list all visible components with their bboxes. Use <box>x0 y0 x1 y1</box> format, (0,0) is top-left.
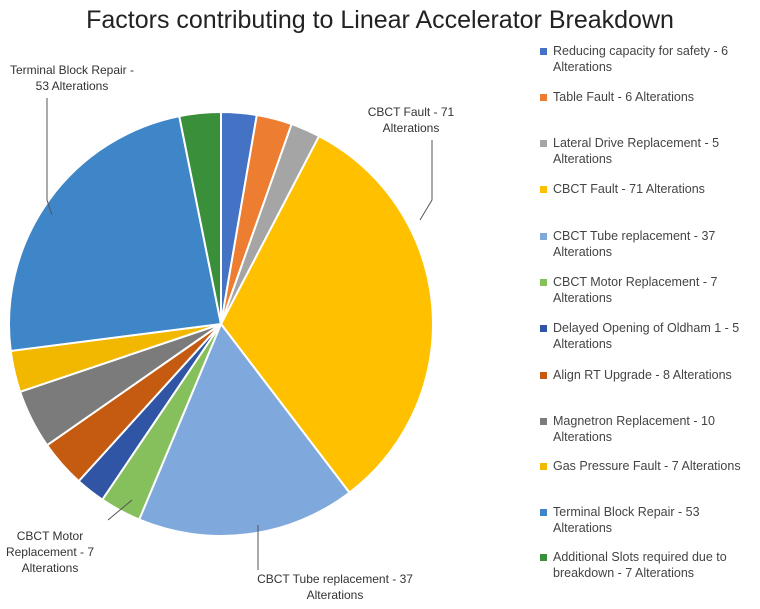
legend-label: Reducing capacity for safety - 6 Alterat… <box>553 44 729 74</box>
pie-slice-5 <box>137 322 351 537</box>
callout-cbct-fault: CBCT Fault - 71 Alterations <box>367 105 455 135</box>
legend-item: CBCT Tube replacement - 37 Alterations <box>540 228 755 260</box>
callout-cbct-tube: CBCT Tube replacement - 37 Alterations <box>257 572 413 602</box>
legend-label: CBCT Tube replacement - 37 Alterations <box>553 229 716 259</box>
legend-label: Table Fault - 6 Alterations <box>553 90 695 104</box>
legend-item: Reducing capacity for safety - 6 Alterat… <box>540 43 755 75</box>
legend-label: CBCT Motor Replacement - 7 Alterations <box>553 275 718 305</box>
leader-line-terminal-block <box>46 98 53 216</box>
legend-item: Delayed Opening of Oldham 1 - 5 Alterati… <box>540 320 755 352</box>
legend-swatch <box>540 186 547 193</box>
legend-swatch <box>540 372 547 379</box>
leader-line-cbct-fault <box>419 140 433 221</box>
legend-label: Align RT Upgrade - 8 Alterations <box>553 368 732 382</box>
legend-swatch <box>540 325 547 332</box>
legend-swatch <box>540 279 547 286</box>
legend-item: Magnetron Replacement - 10 Alterations <box>540 413 755 445</box>
legend-label: CBCT Fault - 71 Alterations <box>553 182 705 196</box>
legend-swatch <box>540 48 547 55</box>
pie-slice-11 <box>8 114 223 353</box>
legend-item: Lateral Drive Replacement - 5 Alteration… <box>540 135 755 167</box>
legend-label: Gas Pressure Fault - 7 Alterations <box>553 459 741 473</box>
legend-swatch <box>540 418 547 425</box>
legend-swatch <box>540 509 547 516</box>
callout-cbct-motor: CBCT Motor Replacement - 7 Alterations <box>5 529 95 575</box>
legend-label: Terminal Block Repair - 53 Alterations <box>553 505 700 535</box>
legend-label: Magnetron Replacement - 10 Alterations <box>553 414 715 444</box>
legend-label: Delayed Opening of Oldham 1 - 5 Alterati… <box>553 321 740 351</box>
legend-swatch <box>540 94 547 101</box>
legend-item: CBCT Motor Replacement - 7 Alterations <box>540 274 755 306</box>
legend-item: Gas Pressure Fault - 7 Alterations <box>540 458 755 474</box>
legend-item: Additional Slots required due to breakdo… <box>540 549 755 581</box>
pie-slice-4 <box>219 134 434 495</box>
pie-slice-12 <box>178 110 222 325</box>
legend-label: Lateral Drive Replacement - 5 Alteration… <box>553 136 720 166</box>
legend-swatch <box>540 233 547 240</box>
legend-swatch <box>540 140 547 147</box>
callout-terminal-block: Terminal Block Repair - 53 Alterations <box>9 63 135 93</box>
legend-swatch <box>540 463 547 470</box>
legend-label: Additional Slots required due to breakdo… <box>553 550 727 580</box>
chart-title: Factors contributing to Linear Accelerat… <box>86 6 674 34</box>
legend-item: CBCT Fault - 71 Alterations <box>540 181 755 197</box>
legend-swatch <box>540 554 547 561</box>
leader-line-cbct-motor <box>107 499 133 521</box>
legend-item: Terminal Block Repair - 53 Alterations <box>540 504 755 536</box>
legend-item: Align RT Upgrade - 8 Alterations <box>540 367 755 383</box>
legend-item: Table Fault - 6 Alterations <box>540 89 755 105</box>
